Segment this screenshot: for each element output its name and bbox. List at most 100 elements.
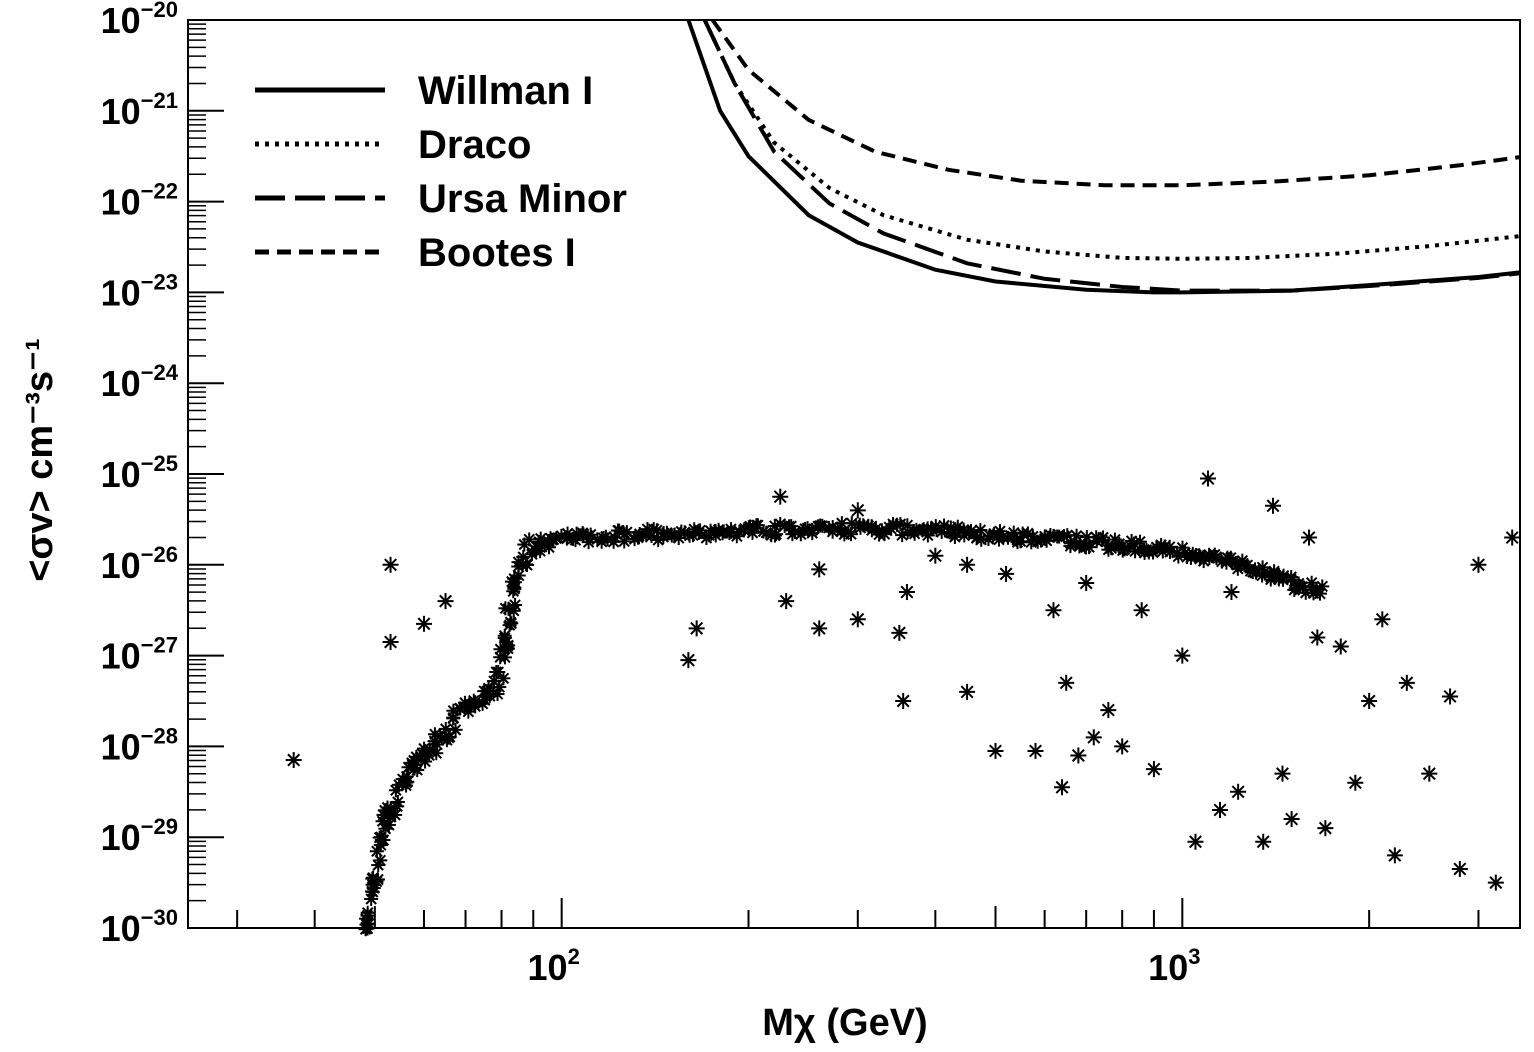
outlier-marker	[1333, 639, 1349, 655]
outlier-marker	[987, 743, 1003, 759]
y-tick-label: 10−30	[101, 905, 178, 949]
y-axis-title: <σv> cm⁻³s⁻¹	[19, 338, 61, 582]
outlier-marker	[1146, 761, 1162, 777]
outlier-marker	[1301, 530, 1317, 546]
limit-curve-draco	[705, 20, 1520, 259]
outlier-marker	[1078, 575, 1094, 591]
outlier-marker	[1045, 602, 1061, 618]
outlier-marker	[1504, 530, 1520, 546]
band-marker	[508, 598, 522, 612]
band-marker	[503, 615, 517, 629]
outlier-marker	[1223, 584, 1239, 600]
outlier-marker	[1054, 779, 1070, 795]
outlier-marker	[959, 557, 975, 573]
outlier-marker	[1114, 738, 1130, 754]
outlier-marker	[383, 557, 399, 573]
outlier-marker	[891, 625, 907, 641]
outlier-marker	[1058, 675, 1074, 691]
y-tick-label: 10−26	[101, 542, 178, 586]
y-tick-label: 10−20	[101, 0, 178, 41]
outlier-marker	[1212, 802, 1228, 818]
legend-label: Willman I	[418, 69, 593, 113]
outlier-marker	[1442, 688, 1458, 704]
x-ticks	[237, 898, 1478, 928]
x-tick-label: 103	[1148, 944, 1200, 988]
outlier-marker	[1374, 611, 1390, 627]
y-tick-label: 10−28	[101, 723, 178, 767]
legend-label: Ursa Minor	[418, 177, 627, 221]
band-marker	[371, 872, 385, 886]
band-marker	[360, 909, 374, 923]
x-tick-label: 102	[528, 944, 580, 988]
x-axis-title: Mχ (GeV)	[762, 1002, 927, 1044]
outlier-marker	[959, 684, 975, 700]
y-tick-label: 10−21	[101, 88, 178, 132]
legend-label: Draco	[418, 123, 531, 167]
plot-frame	[188, 20, 1520, 928]
band-marker	[400, 775, 414, 789]
outlier-marker	[811, 620, 827, 636]
outlier-marker	[1347, 775, 1363, 791]
outlier-marker	[1100, 702, 1116, 718]
outlier-marker	[1086, 729, 1102, 745]
outlier-marker	[438, 593, 454, 609]
outlier-marker	[1070, 747, 1086, 763]
outlier-marker	[850, 611, 866, 627]
outlier-marker	[1187, 834, 1203, 850]
outlier-marker	[895, 693, 911, 709]
band-marker	[449, 723, 463, 737]
band-marker	[496, 671, 510, 685]
y-tick-label: 10−22	[101, 179, 178, 223]
legend-label: Bootes I	[418, 231, 576, 275]
outlier-marker	[1317, 820, 1333, 836]
limit-curve-bootes-i	[713, 20, 1521, 185]
outlier-marker	[772, 489, 788, 505]
y-tick-label: 10−25	[101, 451, 178, 495]
outlier-marker	[1309, 629, 1325, 645]
outlier-marker	[1361, 693, 1377, 709]
outlier-marker	[1470, 557, 1486, 573]
outlier-marker	[383, 634, 399, 650]
outlier-marker	[1387, 847, 1403, 863]
outlier-marker	[1230, 784, 1246, 800]
outlier-marker	[1421, 766, 1437, 782]
outlier-marker	[1027, 743, 1043, 759]
outlier-marker	[998, 566, 1014, 582]
outlier-marker	[1255, 834, 1271, 850]
outlier-marker	[811, 561, 827, 577]
outlier-marker	[850, 502, 866, 518]
y-tick-labels: 10−20 10−21 10−22 10−23 10−24 10−25 10−26 10−27…	[101, 0, 179, 949]
outlier-marker	[1174, 648, 1190, 664]
limit-curves	[688, 20, 1520, 292]
band-marker	[371, 858, 385, 872]
outlier-marker	[689, 620, 705, 636]
y-minor-ticks	[188, 24, 206, 901]
outlier-marker	[1134, 602, 1150, 618]
y-tick-label: 10−24	[101, 360, 179, 404]
outlier-marker	[1452, 861, 1468, 877]
band-marker	[374, 830, 388, 844]
outlier-marker	[1200, 471, 1216, 487]
outlier-marker	[778, 593, 794, 609]
outlier-marker	[416, 616, 432, 632]
band-marker	[1315, 579, 1329, 593]
outlier-marker	[927, 548, 943, 564]
outlier-marker	[1399, 675, 1415, 691]
x-tick-labels: 102 103	[528, 944, 1201, 988]
outlier-marker	[1274, 766, 1290, 782]
y-major-ticks	[188, 20, 224, 928]
outlier-marker	[1488, 875, 1504, 891]
y-tick-label: 10−27	[101, 633, 178, 677]
outlier-marker	[899, 584, 915, 600]
outlier-marker	[286, 752, 302, 768]
band-marker	[408, 762, 422, 776]
outlier-marker	[1284, 811, 1300, 827]
band-marker	[429, 746, 443, 760]
scatter-band	[359, 516, 1330, 936]
band-marker	[498, 629, 512, 643]
y-tick-label: 10−23	[101, 269, 178, 313]
y-tick-label: 10−29	[101, 814, 178, 858]
band-marker	[446, 711, 460, 725]
limit-curve-willman-i	[688, 20, 1520, 292]
